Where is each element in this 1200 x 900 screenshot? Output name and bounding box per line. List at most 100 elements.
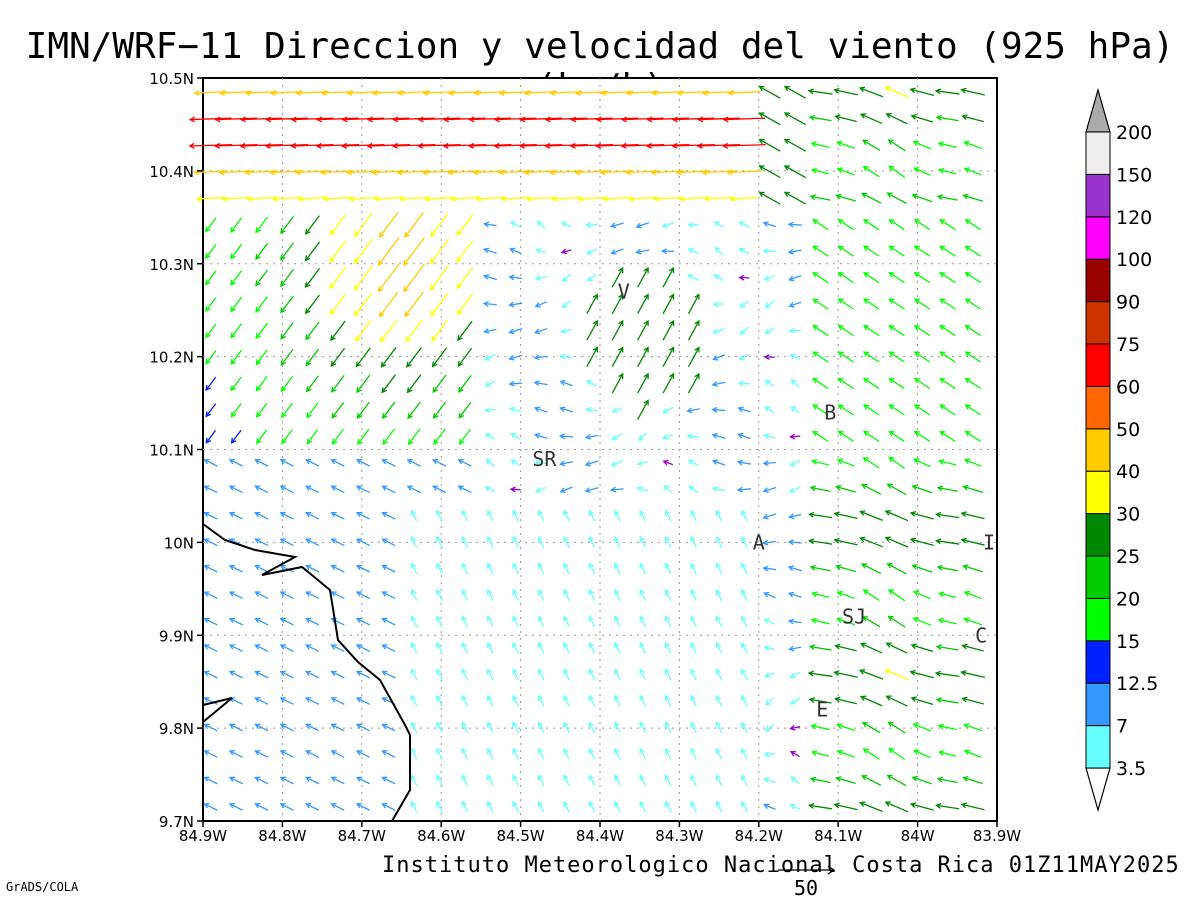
wind-vector [188, 116, 232, 123]
wind-vector [457, 485, 472, 494]
wind-vector [537, 588, 545, 601]
wind-vector [715, 641, 723, 654]
wind-vector [585, 248, 598, 255]
wind-vector [483, 328, 497, 334]
speed-colorbar: 3.5 7 12.5 15 20 25 30 40 50 60 75 90 100 120 150 200 [1085, 87, 1158, 813]
wind-vector [430, 292, 449, 317]
wind-vector [354, 213, 373, 238]
wind-vector [586, 319, 598, 341]
wind-vector [403, 263, 425, 293]
wind-vector [230, 323, 243, 339]
wind-vector [762, 539, 777, 546]
wind-vector [512, 641, 520, 654]
wind-vector [664, 615, 672, 628]
colorbar-swatch [1085, 216, 1111, 260]
wind-vector [228, 644, 243, 652]
lon-label: 84.1W [814, 827, 862, 845]
wind-vector [763, 645, 776, 651]
wind-vector [636, 486, 649, 492]
lat-label: 9.8N [159, 720, 194, 738]
wind-vector [812, 404, 829, 416]
wind-vector [510, 459, 521, 467]
wind-vector [228, 617, 243, 626]
wind-vector [436, 721, 443, 734]
wind-vector [203, 591, 218, 600]
wind-vector [436, 588, 443, 601]
wind-vector [885, 642, 908, 654]
wind-vector [290, 116, 334, 123]
wind-vector [588, 774, 596, 787]
wind-vector [664, 535, 672, 548]
wind-vector [662, 372, 675, 394]
wind-vector [254, 670, 269, 679]
wind-vector [436, 509, 443, 522]
wind-vector [588, 535, 596, 548]
wind-vector [635, 221, 650, 229]
wind-vector [483, 353, 496, 361]
wind-vector [330, 538, 345, 547]
wind-vector [911, 484, 933, 494]
wind-vector [305, 538, 320, 547]
wind-vector [563, 668, 570, 681]
wind-vector [664, 509, 672, 522]
wind-vector [485, 433, 495, 440]
colorbar-swatch [1085, 725, 1111, 769]
wind-vector [230, 296, 243, 313]
wind-vector [837, 404, 854, 416]
wind-vector [588, 747, 596, 760]
wind-vector [382, 428, 395, 446]
wind-vector [837, 245, 854, 257]
wind-vector [834, 696, 857, 705]
lat-label: 10.3N [149, 256, 194, 274]
wind-vector [727, 89, 761, 96]
wind-vector [690, 694, 697, 707]
wind-vector [304, 294, 320, 315]
city-label: V [618, 280, 630, 304]
wind-vector [833, 511, 858, 520]
wind-vector [280, 268, 294, 288]
wind-vector [203, 485, 218, 494]
wind-vectors [188, 85, 985, 813]
wind-vector [329, 293, 347, 316]
wind-vector [787, 539, 802, 546]
wind-vector [962, 193, 984, 202]
wind-vector [835, 193, 857, 202]
wind-vector [559, 353, 573, 360]
wind-vector [486, 774, 494, 787]
wind-vector [432, 485, 447, 494]
wind-vector [279, 538, 294, 547]
wind-vector [456, 214, 474, 236]
wind-vector [341, 116, 385, 123]
wind-vector [305, 723, 320, 732]
wind-vector [537, 747, 545, 760]
wind-vector [381, 644, 396, 652]
wind-vector [586, 273, 597, 282]
wind-vector [741, 562, 748, 575]
wind-vector [436, 615, 443, 628]
wind-vector [758, 138, 781, 152]
wind-vector [620, 116, 664, 123]
colorbar-swatch [1085, 301, 1111, 345]
wind-vector [637, 372, 649, 394]
wind-vector [410, 774, 418, 787]
wind-vector [431, 347, 448, 368]
wind-vector [482, 300, 497, 307]
wind-vector [715, 747, 723, 760]
wind-vector [645, 142, 690, 149]
wind-vector [789, 459, 801, 467]
wind-vector [758, 165, 781, 179]
wind-vector [614, 615, 621, 628]
wind-vector [537, 562, 545, 575]
wind-vector [519, 116, 562, 123]
wind-vector [508, 327, 523, 335]
colorbar-label: 120 [1116, 207, 1152, 229]
wind-vector [790, 776, 800, 785]
wind-vector [537, 615, 545, 628]
wind-vector [639, 588, 647, 601]
wind-vector [763, 777, 776, 783]
wind-vector [888, 747, 906, 761]
wind-vector [410, 562, 418, 575]
wind-vector [279, 591, 294, 600]
wind-vector [611, 346, 624, 367]
